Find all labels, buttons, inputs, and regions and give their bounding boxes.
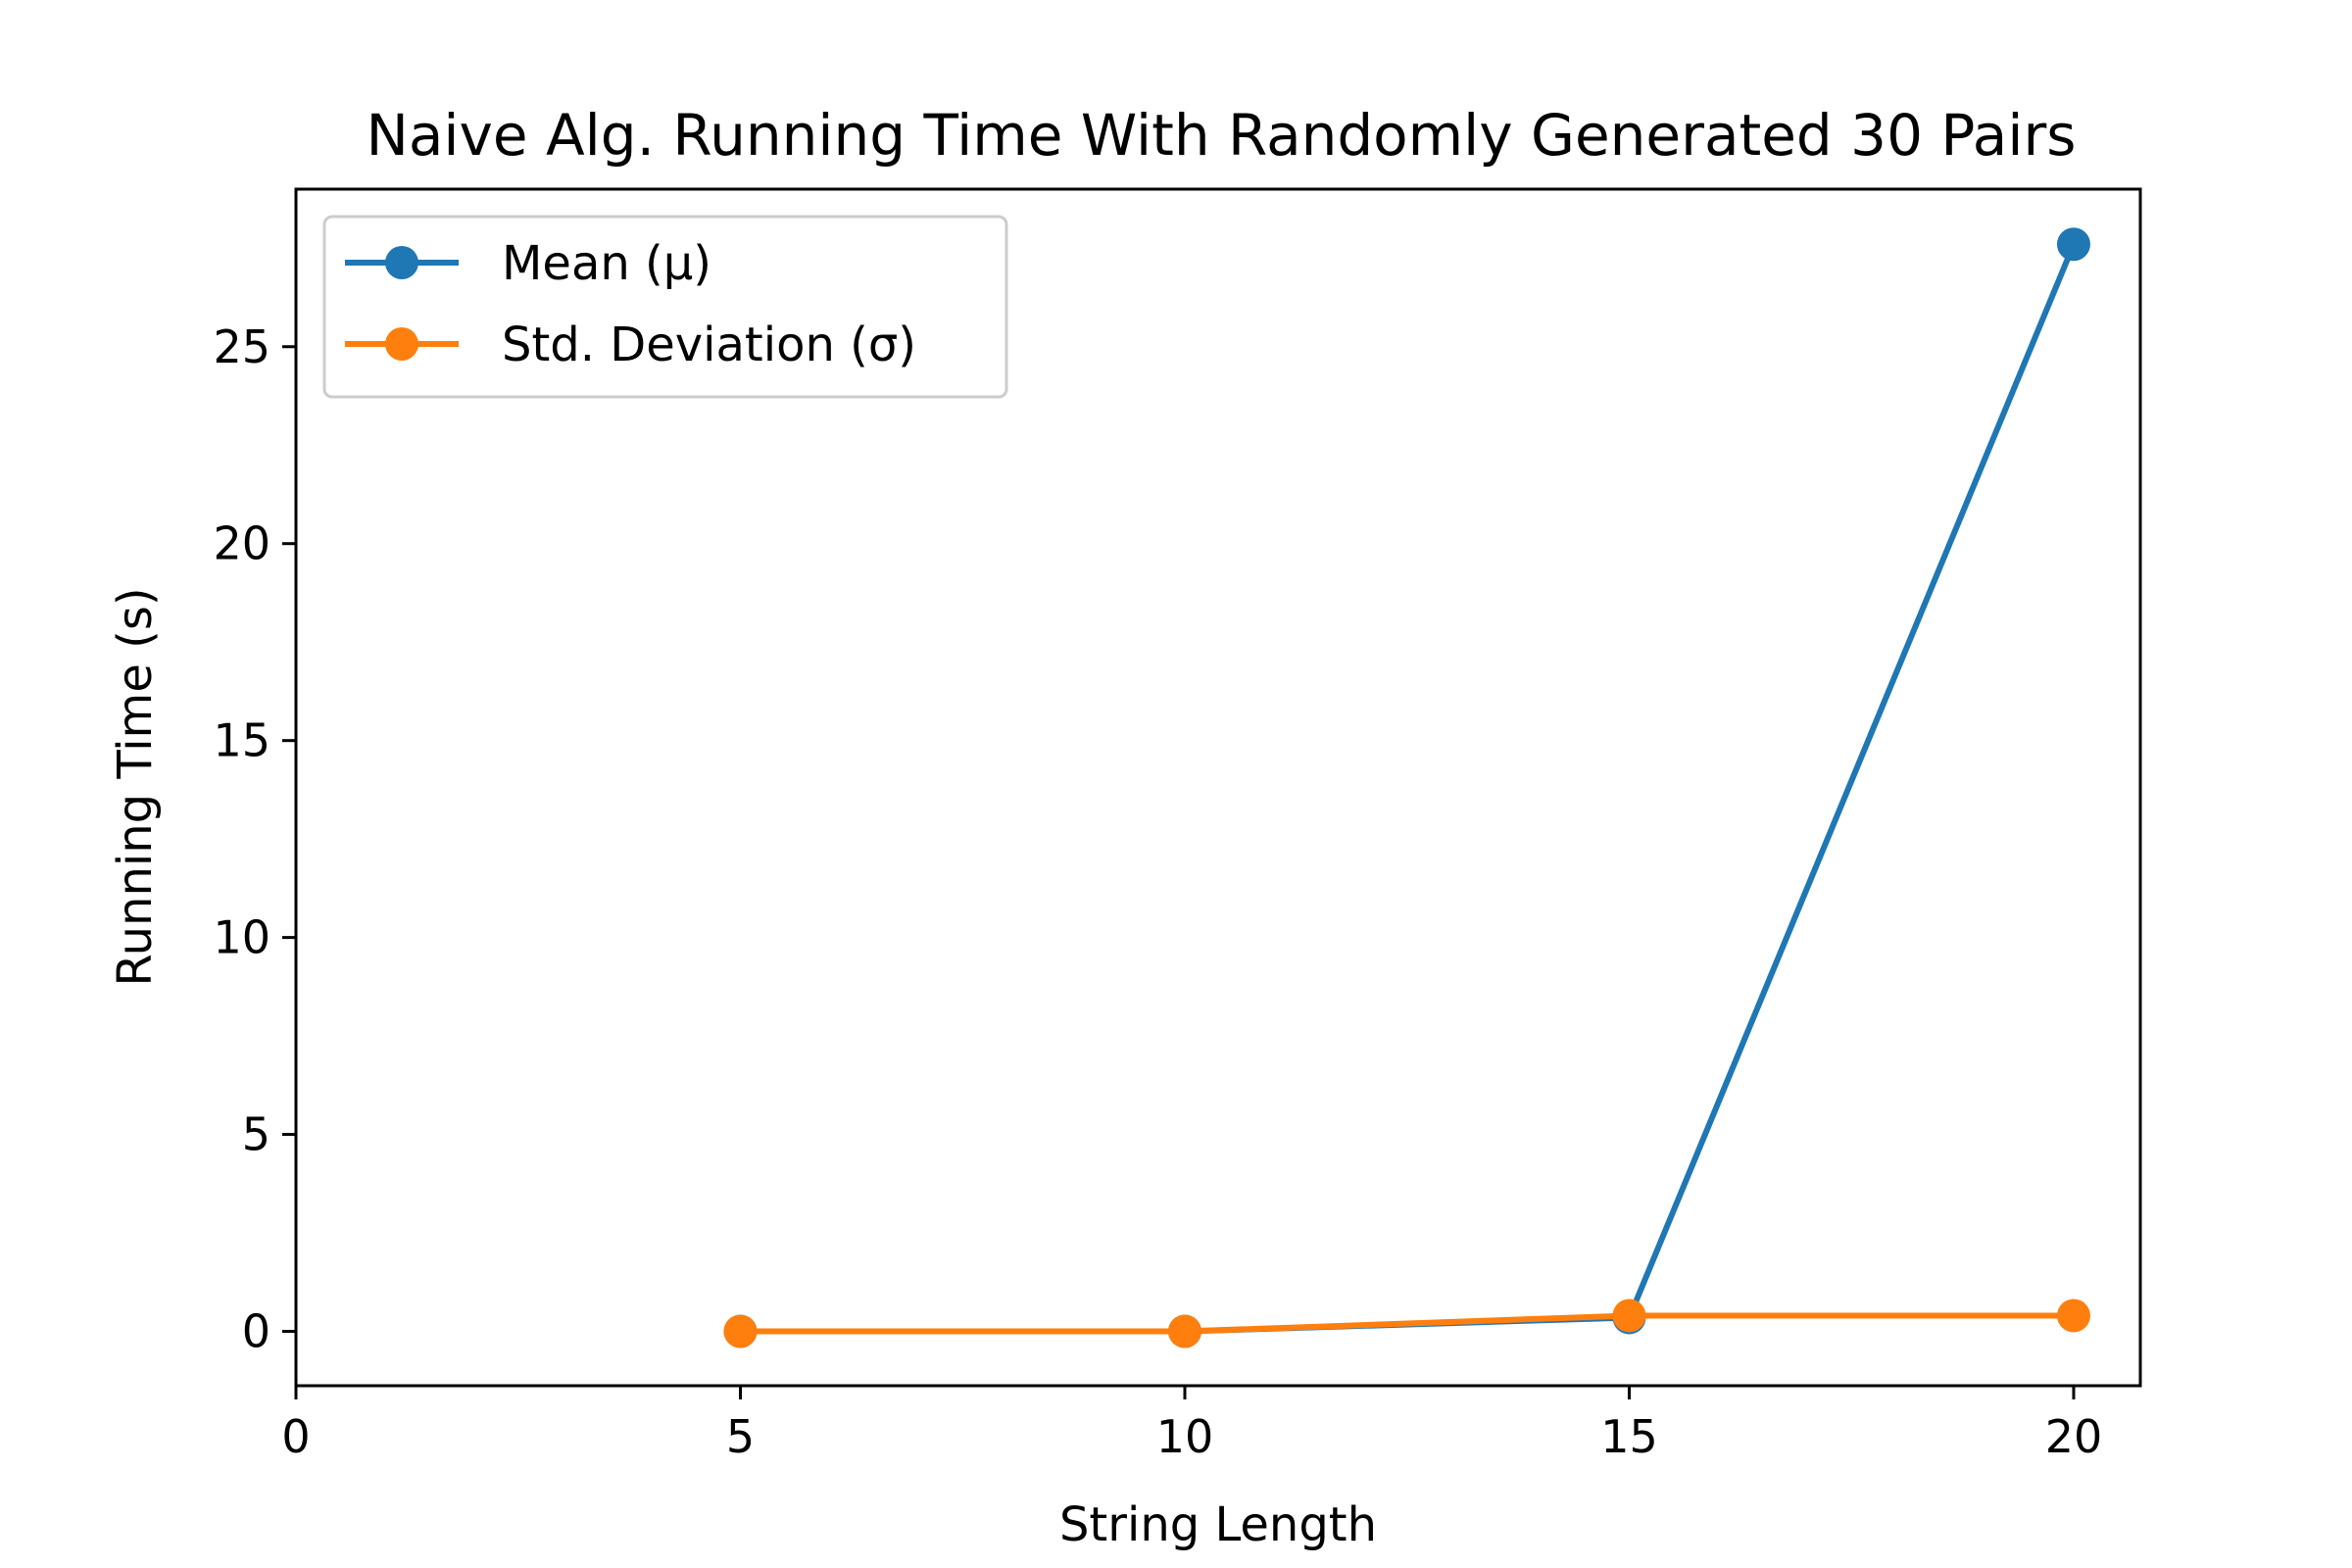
y-tick-label: 0 [242,1305,270,1358]
x-axis-ticks: 0 5 10 15 20 [281,1386,2102,1463]
legend-label-1: Std. Deviation (σ) [502,318,916,372]
legend-label-0: Mean (μ) [502,236,711,291]
legend-marker-1 [385,327,418,361]
series-layer [723,227,2090,1348]
x-tick-label: 5 [726,1410,755,1463]
data-point-1 [1612,1298,1646,1333]
y-tick-label: 10 [213,911,270,964]
data-point-1 [2056,1298,2090,1333]
legend-box [322,215,1008,399]
x-tick-label: 10 [1156,1410,1214,1463]
x-axis-label: String Length [1059,1497,1377,1552]
x-tick-label: 20 [2045,1410,2103,1463]
plot-frame [294,187,2142,1388]
data-point-1 [1167,1314,1201,1348]
plot-area [294,187,2142,1388]
legend: Mean (μ) Std. Deviation (σ) [322,215,1008,399]
chart-title: Naive Alg. Running Time With Randomly Ge… [366,102,2076,169]
y-tick-label: 5 [242,1108,270,1161]
data-point-0 [2056,227,2090,262]
y-axis-label: Running Time (s) [108,587,163,986]
x-tick-label: 0 [281,1410,310,1463]
data-point-1 [723,1314,758,1348]
legend-marker-0 [385,246,418,279]
y-tick-label: 25 [213,320,270,373]
y-tick-label: 20 [213,517,270,570]
series-line-1 [737,1312,2077,1335]
y-tick-label: 15 [213,714,270,767]
y-axis-ticks: 0 5 10 15 20 25 [213,320,296,1358]
x-tick-label: 15 [1600,1410,1658,1463]
